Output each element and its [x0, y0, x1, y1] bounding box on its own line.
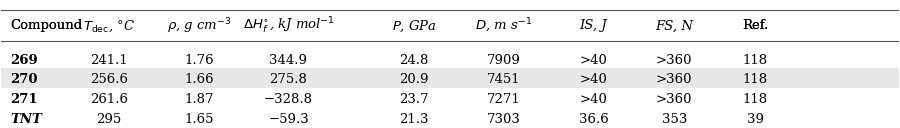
- Text: TNT: TNT: [11, 113, 42, 126]
- Text: 36.6: 36.6: [579, 113, 608, 126]
- Text: FS, N: FS, N: [655, 19, 693, 32]
- Text: $T_{\mathrm{dec}}$, °C: $T_{\mathrm{dec}}$, °C: [83, 18, 135, 34]
- Text: −328.8: −328.8: [264, 93, 313, 106]
- Text: 295: 295: [96, 113, 122, 126]
- Text: 270: 270: [11, 73, 38, 86]
- Text: 7303: 7303: [487, 113, 521, 126]
- Text: 256.6: 256.6: [90, 73, 128, 86]
- Text: 24.8: 24.8: [400, 54, 428, 67]
- Text: Compound: Compound: [11, 19, 83, 32]
- Text: $D$, m s$^{-1}$: $D$, m s$^{-1}$: [475, 17, 533, 35]
- Text: 261.6: 261.6: [90, 93, 128, 106]
- Text: >360: >360: [656, 93, 693, 106]
- Text: 1.65: 1.65: [184, 113, 213, 126]
- Text: IS, J: IS, J: [580, 19, 608, 32]
- Text: 39: 39: [747, 113, 763, 126]
- Text: −59.3: −59.3: [268, 113, 309, 126]
- Text: 118: 118: [742, 73, 768, 86]
- Text: >360: >360: [656, 73, 693, 86]
- Text: 20.9: 20.9: [400, 73, 429, 86]
- Text: >40: >40: [580, 93, 608, 106]
- Text: $\rho$, g cm$^{-3}$: $\rho$, g cm$^{-3}$: [166, 16, 231, 36]
- Text: 241.1: 241.1: [90, 54, 128, 67]
- Text: 118: 118: [742, 54, 768, 67]
- Text: 344.9: 344.9: [269, 54, 308, 67]
- Text: 269: 269: [11, 54, 38, 67]
- Text: 7451: 7451: [487, 73, 520, 86]
- Text: 23.7: 23.7: [400, 93, 429, 106]
- Text: 271: 271: [11, 93, 38, 106]
- Text: Compound: Compound: [11, 19, 83, 32]
- Text: $P$, GPa: $P$, GPa: [392, 18, 436, 34]
- FancyBboxPatch shape: [2, 68, 898, 88]
- Text: 118: 118: [742, 93, 768, 106]
- Text: Ref.: Ref.: [742, 19, 769, 32]
- Text: $\Delta H_{f}^{\circ}$, kJ mol$^{-1}$: $\Delta H_{f}^{\circ}$, kJ mol$^{-1}$: [243, 16, 334, 36]
- Text: 7271: 7271: [487, 93, 521, 106]
- Text: >40: >40: [580, 73, 608, 86]
- Text: 1.76: 1.76: [184, 54, 213, 67]
- Text: Ref.: Ref.: [742, 19, 769, 32]
- Text: 1.66: 1.66: [184, 73, 213, 86]
- Text: 353: 353: [662, 113, 687, 126]
- Text: 21.3: 21.3: [400, 113, 429, 126]
- Text: >360: >360: [656, 54, 693, 67]
- Text: 275.8: 275.8: [270, 73, 308, 86]
- Text: 1.87: 1.87: [184, 93, 213, 106]
- Text: >40: >40: [580, 54, 608, 67]
- Text: 7909: 7909: [487, 54, 521, 67]
